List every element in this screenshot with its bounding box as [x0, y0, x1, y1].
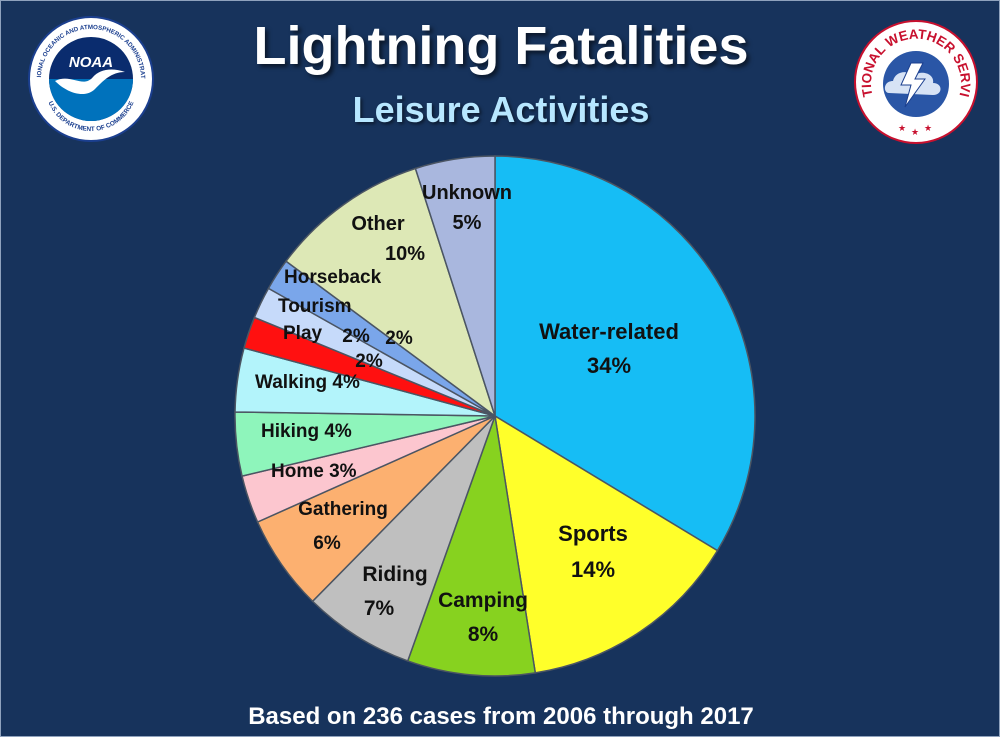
slice-label-hiking: Hiking 4% — [261, 421, 352, 442]
slice-label-tourism: Tourism — [278, 296, 352, 317]
slice-value-gathering: 6% — [313, 533, 341, 554]
slice-label-camping: Camping — [438, 589, 528, 612]
noaa-bird-icon — [55, 69, 125, 95]
pie-slice-water-related — [494, 155, 756, 552]
slice-label-water-related: Water-related — [539, 319, 679, 344]
slice-label-unknown: Unknown — [422, 182, 512, 204]
slice-value-camping: 8% — [468, 623, 499, 646]
nws-star-icon: ★ — [924, 123, 932, 133]
pie-slice-unknown — [414, 155, 496, 417]
nws-lightning-icon — [900, 62, 926, 108]
slice-value-tourism: 2% — [342, 326, 370, 347]
slice-value-other: 10% — [385, 243, 425, 265]
pie-slice-riding — [311, 415, 496, 662]
pie-slice-camping — [406, 415, 537, 677]
noaa-wordmark: NOAA — [69, 54, 113, 71]
slice-value-unknown: 5% — [453, 212, 482, 234]
slice-label-home: Home 3% — [271, 461, 357, 482]
slice-label-sports: Sports — [558, 521, 628, 546]
pie-slice-other — [285, 167, 497, 418]
slice-value-play: 2% — [355, 351, 383, 372]
pie-slice-sports — [494, 414, 719, 674]
nws-logo: NATIONAL WEATHER SERVICE ★ ★ ★ — [853, 19, 978, 144]
slice-label-play: Play — [283, 323, 323, 344]
slice-label-walking: Walking 4% — [255, 372, 360, 393]
slice-label-horseback: Horseback — [284, 267, 382, 288]
chart-title: Lightning Fatalities — [253, 16, 749, 76]
chart-subtitle: Leisure Activities — [352, 89, 650, 130]
slice-label-other: Other — [351, 213, 405, 235]
slice-label-gathering: Gathering — [298, 499, 388, 520]
pie-slices — [234, 155, 756, 677]
footnote: Based on 236 cases from 2006 through 201… — [248, 703, 754, 730]
slice-label-riding: Riding — [362, 563, 427, 586]
noaa-logo: NATIONAL OCEANIC AND ATMOSPHERIC ADMINIS… — [27, 15, 154, 142]
nws-star-icon: ★ — [911, 127, 919, 137]
slice-value-horseback: 2% — [385, 328, 413, 349]
nws-star-icon: ★ — [898, 123, 906, 133]
slice-value-water-related: 34% — [587, 353, 631, 378]
slice-value-sports: 14% — [571, 557, 615, 582]
pie-labels: Water-related 34% Sports 14% Camping 8% Riding… — [255, 182, 679, 646]
slice-value-riding: 7% — [364, 597, 395, 620]
